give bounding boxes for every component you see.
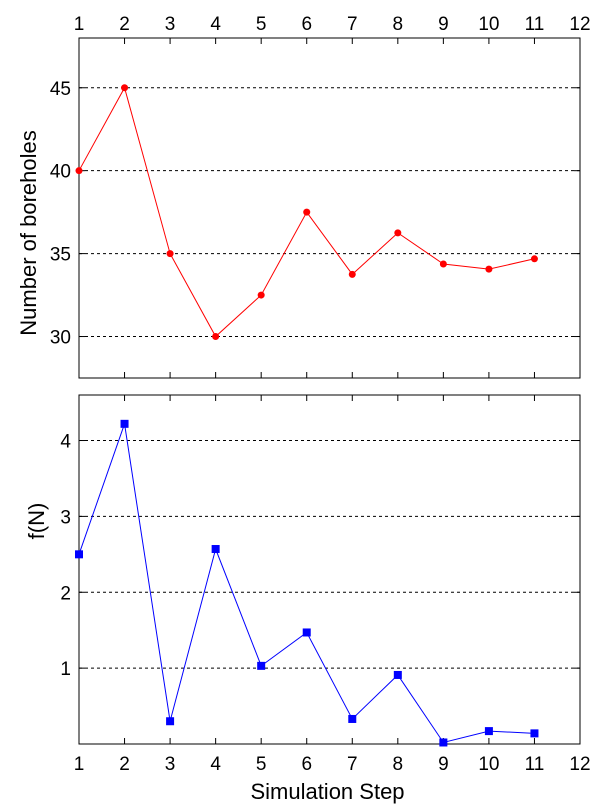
data-point-fn (393, 670, 402, 679)
data-point-fn (439, 738, 448, 747)
data-point-boreholes (121, 84, 129, 92)
x-tick-label: 5 (256, 754, 267, 775)
data-point-boreholes (485, 265, 493, 273)
x-tick-label-top: 4 (210, 14, 221, 35)
data-point-fn (120, 419, 129, 428)
x-tick-label: 11 (525, 754, 545, 775)
x-tick-label: 1 (74, 754, 85, 775)
y-tick-label: 35 (50, 245, 71, 266)
y-axis-label-fn: f(N) (24, 503, 49, 540)
x-tick-label: 4 (210, 754, 221, 775)
data-point-boreholes (530, 255, 538, 263)
data-point-boreholes (257, 291, 265, 299)
x-tick-label-top: 5 (256, 14, 267, 35)
y-axis-label-boreholes: Number of boreholes (16, 130, 41, 335)
data-point-boreholes (212, 333, 220, 341)
data-point-fn (166, 717, 175, 726)
x-tick-label-top: 6 (301, 14, 312, 35)
x-tick-label: 6 (301, 754, 312, 775)
data-point-boreholes (394, 229, 402, 237)
x-tick-label-top: 8 (393, 14, 404, 35)
x-tick-label-top: 9 (438, 14, 449, 35)
x-tick-label-top: 7 (347, 14, 358, 35)
y-tick-label: 2 (60, 583, 71, 604)
y-tick-label: 30 (50, 328, 71, 349)
x-tick-label-top: 3 (165, 14, 176, 35)
data-point-boreholes (348, 270, 356, 278)
plot-frame-boreholes (78, 37, 581, 379)
data-point-fn (484, 727, 493, 736)
y-tick-label: 40 (50, 162, 71, 183)
x-tick-label: 9 (438, 754, 449, 775)
data-point-fn (257, 661, 266, 670)
x-tick-label: 2 (119, 754, 130, 775)
data-point-boreholes (303, 208, 311, 216)
x-tick-label: 7 (347, 754, 358, 775)
x-tick-label-top: 10 (478, 14, 499, 35)
y-tick-label: 1 (60, 659, 71, 680)
data-point-fn (75, 550, 83, 559)
data-point-boreholes (75, 167, 83, 175)
data-point-fn (530, 729, 539, 738)
series-line-fn (78, 423, 535, 744)
x-tick-label: 8 (393, 754, 404, 775)
data-point-fn (302, 628, 311, 637)
plot-frame-fn (78, 394, 581, 745)
x-tick-label-top: 2 (119, 14, 130, 35)
y-tick-label: 45 (50, 79, 71, 100)
x-tick-label-top: 12 (569, 14, 590, 35)
x-tick-label: 12 (569, 754, 590, 775)
y-tick-label: 4 (60, 432, 71, 453)
data-point-fn (348, 714, 357, 723)
x-axis-label: Simulation Step (250, 779, 404, 804)
data-point-boreholes (439, 260, 447, 268)
x-tick-label-top: 11 (525, 14, 545, 35)
data-point-boreholes (166, 250, 174, 258)
x-tick-label: 3 (165, 754, 176, 775)
y-tick-label: 3 (60, 507, 71, 528)
x-tick-label-top: 1 (74, 14, 85, 35)
x-tick-label: 10 (478, 754, 499, 775)
data-point-fn (211, 545, 220, 554)
